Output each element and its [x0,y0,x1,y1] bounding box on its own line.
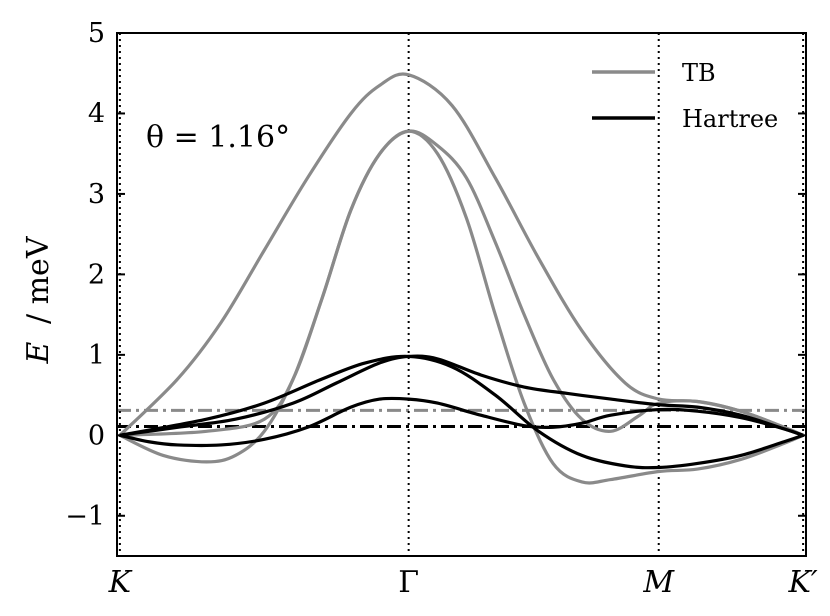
y-tick-label-6: 5 [88,18,105,49]
legend-label-hartree: Hartree [682,105,778,133]
y-tick-label-0: −1 [65,501,105,532]
plot-frame [116,32,807,557]
y-axis-ticks: −1 0 1 2 3 4 5 [65,18,806,532]
kpoint-label-0: K [108,565,133,600]
y-tick-label-4: 3 [88,179,105,210]
x-axis-labels: K Γ M K′ [108,565,818,600]
y-axis-label: E / meV [21,235,56,364]
y-tick-label-1: 0 [88,420,105,451]
legend-label-tb: TB [682,59,716,87]
series-hartree-band-3 [119,354,804,470]
series-tb-band-3 [119,129,804,437]
kpoint-label-2: M [642,565,675,600]
y-tick-label-2: 1 [88,340,105,371]
y-tick-label-3: 2 [88,259,105,290]
y-axis-symbol: E [21,341,56,364]
y-axis-unit: / meV [21,235,56,324]
series-hartree-band-1 [119,354,804,437]
band-series [118,72,804,485]
legend: TB Hartree [592,59,778,133]
kpoint-label-3: K′ [787,565,817,600]
twist-angle-annotation: θ = 1.16° [146,120,290,155]
kpoint-label-1: Γ [398,565,419,600]
y-tick-label-5: 4 [88,98,105,129]
series-hartree-band-2 [119,396,804,448]
